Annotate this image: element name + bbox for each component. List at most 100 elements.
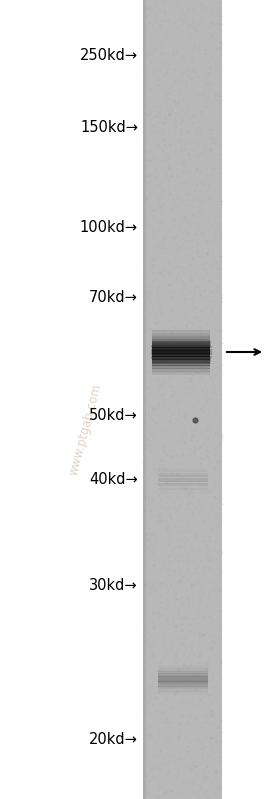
Bar: [152, 368, 210, 369]
Bar: [152, 347, 210, 348]
Bar: [152, 340, 210, 341]
Bar: [158, 693, 208, 694]
Bar: [158, 476, 208, 477]
Bar: [158, 677, 208, 678]
Bar: [152, 344, 210, 345]
Bar: [158, 667, 208, 668]
Bar: [158, 482, 208, 483]
Bar: [158, 674, 208, 675]
Bar: [151, 348, 212, 350]
Bar: [152, 370, 210, 371]
Bar: [152, 364, 210, 365]
Bar: [158, 480, 208, 481]
Bar: [158, 470, 208, 471]
Bar: [158, 467, 208, 468]
Text: www.ptgab.com: www.ptgab.com: [66, 383, 104, 478]
Bar: [158, 670, 208, 671]
Bar: [158, 683, 208, 684]
Bar: [152, 351, 210, 352]
Bar: [158, 685, 208, 686]
Bar: [158, 672, 208, 673]
Bar: [152, 334, 210, 335]
Bar: [152, 358, 210, 359]
Bar: [152, 359, 210, 360]
Bar: [152, 369, 210, 370]
Text: 100kd→: 100kd→: [80, 221, 138, 236]
Bar: [158, 484, 208, 485]
Bar: [152, 357, 210, 358]
Bar: [152, 350, 210, 351]
Bar: [152, 335, 210, 336]
Bar: [152, 333, 210, 334]
Bar: [151, 344, 211, 345]
Bar: [158, 671, 208, 672]
Bar: [152, 345, 210, 346]
Bar: [158, 469, 208, 470]
Bar: [158, 680, 208, 681]
Bar: [151, 352, 212, 353]
Bar: [158, 688, 208, 689]
Bar: [152, 337, 210, 338]
Text: 20kd→: 20kd→: [89, 733, 138, 748]
Bar: [158, 675, 208, 676]
Bar: [152, 341, 210, 343]
Bar: [158, 692, 208, 693]
Bar: [152, 343, 211, 344]
Bar: [152, 341, 210, 342]
Bar: [158, 681, 208, 682]
Bar: [151, 353, 212, 354]
Bar: [152, 373, 210, 374]
Bar: [158, 479, 208, 480]
Bar: [152, 360, 211, 361]
Bar: [152, 361, 211, 362]
Bar: [158, 677, 208, 678]
Bar: [152, 339, 210, 340]
Bar: [158, 684, 208, 685]
Bar: [158, 485, 208, 486]
Bar: [152, 356, 210, 357]
Bar: [152, 367, 210, 368]
Bar: [151, 356, 211, 358]
Bar: [158, 670, 208, 671]
Bar: [158, 666, 208, 667]
Bar: [151, 350, 212, 351]
Bar: [158, 473, 208, 474]
Bar: [143, 0, 222, 799]
Bar: [158, 669, 208, 670]
Bar: [152, 352, 210, 354]
Bar: [151, 351, 212, 352]
Bar: [158, 689, 208, 690]
Bar: [158, 678, 208, 679]
Bar: [152, 372, 210, 373]
Bar: [152, 352, 210, 353]
Bar: [152, 340, 211, 341]
Text: 40kd→: 40kd→: [89, 472, 138, 487]
Bar: [152, 336, 210, 337]
Bar: [151, 355, 212, 356]
Bar: [152, 363, 210, 364]
Bar: [158, 489, 208, 490]
Bar: [158, 691, 208, 693]
Bar: [158, 679, 208, 680]
Bar: [151, 346, 211, 348]
Bar: [152, 361, 210, 362]
Bar: [152, 360, 210, 361]
Bar: [152, 330, 210, 331]
Bar: [158, 682, 208, 683]
Bar: [158, 686, 208, 687]
Bar: [152, 362, 210, 363]
Bar: [158, 668, 208, 669]
Text: 150kd→: 150kd→: [80, 121, 138, 136]
Bar: [152, 363, 211, 364]
Text: 30kd→: 30kd→: [89, 578, 138, 593]
Bar: [152, 354, 210, 355]
Bar: [158, 474, 208, 475]
Text: 70kd→: 70kd→: [89, 291, 138, 305]
Bar: [158, 687, 208, 688]
Text: 250kd→: 250kd→: [80, 47, 138, 62]
Bar: [158, 491, 208, 492]
Bar: [152, 338, 210, 339]
Bar: [158, 690, 208, 692]
Bar: [158, 471, 208, 472]
Bar: [152, 330, 210, 332]
